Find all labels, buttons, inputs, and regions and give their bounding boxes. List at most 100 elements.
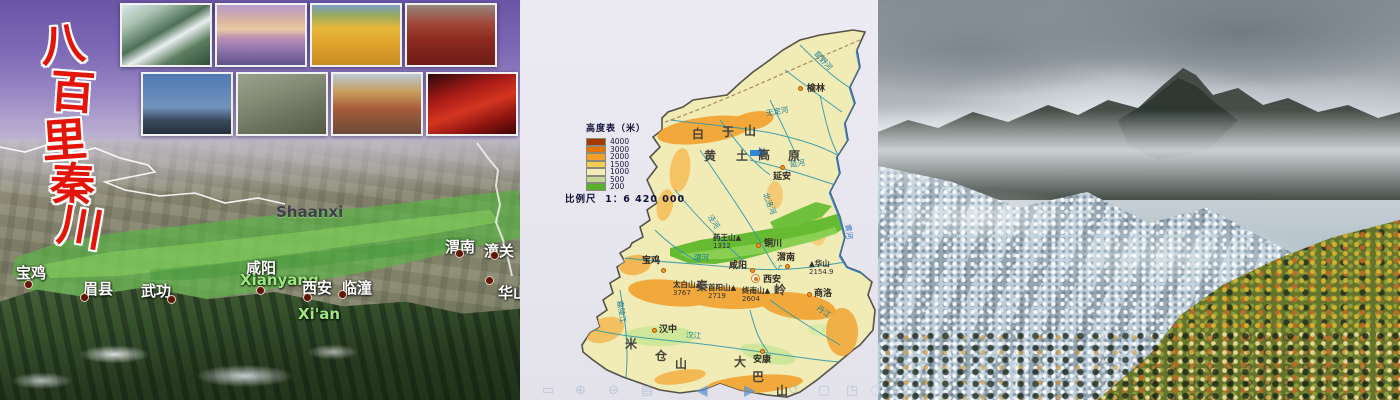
fullscreen-icon[interactable]: ◳ xyxy=(846,383,859,398)
peak-label-zhongnanshan: 终南山▲ 2604 xyxy=(742,286,771,304)
range-dabashan: 山 xyxy=(776,384,789,398)
city-dot-meixian xyxy=(80,293,89,302)
city-dot-xian xyxy=(303,293,312,302)
document-icon[interactable]: ▢ xyxy=(818,383,831,398)
range-loess-plateau: 原 xyxy=(788,149,801,163)
next-arrow-icon[interactable]: ▶ xyxy=(744,381,756,399)
city-dot-xianyang xyxy=(256,286,265,295)
legend-value: 3000 xyxy=(610,144,630,154)
range-baiyushan: 白 xyxy=(692,127,705,141)
legend-title: 高度表（米） xyxy=(586,124,647,134)
map-label-shangluo: 商洛 xyxy=(814,289,833,299)
range-micangshan: 山 xyxy=(675,357,688,371)
river-label-yanhe: 延河 xyxy=(789,158,806,170)
rotate-icon[interactable]: ↺ xyxy=(788,383,799,398)
legend-swatch xyxy=(586,175,606,183)
map-dot-shangluo xyxy=(807,292,812,297)
city-label-lintong: 临潼 xyxy=(342,279,373,297)
legend-swatch xyxy=(586,153,606,161)
legend-value: 1500 xyxy=(610,159,630,169)
range-micangshan: 米 xyxy=(625,337,638,351)
map-label-xian: 西安 xyxy=(763,275,782,285)
fog-band xyxy=(878,110,1400,200)
satellite-relief-panel: 八 百 里 秦 川 Shaanxi 宝鸡 眉县 武功 咸阳 Xianyang 西… xyxy=(0,0,520,400)
thumbnail-mount-hua xyxy=(120,3,212,67)
elevation-map-panel: 高度表（米） 4000 3000 2000 1500 1000 500 200 … xyxy=(520,0,878,400)
city-label-meixian: 眉县 xyxy=(83,280,114,298)
river-label-hanjiang: 汉江 xyxy=(685,330,702,341)
scale-label: 比例尺 xyxy=(565,194,597,205)
peak-label-huashan: ▲华山 2154.9 xyxy=(809,259,834,277)
map-dot-ankang xyxy=(760,349,765,354)
elevation-legend: 高度表（米） 4000 3000 2000 1500 1000 500 200 xyxy=(586,121,646,191)
calligraphy-char: 八 xyxy=(37,15,88,74)
great-wall-dashed-line xyxy=(664,39,861,123)
map-label-ankang: 安康 xyxy=(753,355,772,365)
range-dabashan: 大 xyxy=(734,355,747,369)
city-label-xianyang: 咸阳 xyxy=(246,259,277,277)
zoom-in-icon[interactable]: ⊕ xyxy=(575,383,586,398)
map-label-weinan: 渭南 xyxy=(777,253,796,263)
province-boundary-line xyxy=(0,143,286,205)
legend-swatch xyxy=(586,138,606,146)
city-label-xian: 西安 xyxy=(302,279,333,297)
calligraphy-char: 川 xyxy=(53,197,108,258)
city-label-tongguan: 潼关 xyxy=(484,242,515,260)
peak-label-taibaishan: 太白山▲ 3767 xyxy=(673,280,702,298)
region-label-shaanxi: Shaanxi xyxy=(276,203,344,221)
city-label-xianyang-pinyin: Xianyang xyxy=(240,271,319,289)
map-label-xianyang: 咸阳 xyxy=(729,261,748,271)
flow-direction-arrow xyxy=(750,147,767,159)
city-dot-tongguan xyxy=(490,251,499,260)
range-loess-plateau: 黄 xyxy=(704,149,717,163)
pages-icon[interactable]: ▤ xyxy=(641,383,654,398)
range-dabashan: 巴 xyxy=(752,370,765,384)
thumbnail-terracotta xyxy=(236,72,328,136)
peak-label-shouyangshan: 首阳山▲ 2719 xyxy=(708,283,737,301)
legend-value: 500 xyxy=(610,174,625,184)
map-label-yanan: 延安 xyxy=(773,172,792,182)
legend-value: 1000 xyxy=(610,167,630,176)
city-dot-wugong xyxy=(167,295,176,304)
zoom-out-icon[interactable]: ⊖ xyxy=(608,383,619,398)
city-dot-lintong xyxy=(338,290,347,299)
legend-value: 2000 xyxy=(610,152,630,161)
map-dot-tongchuan xyxy=(756,243,761,248)
loading-icon[interactable]: ◌ xyxy=(870,383,878,398)
viewer-toolbar: ▭ ⊕ ⊖ ▤ ◀ ▶ ↺ ▢ ◳ ◌ xyxy=(520,381,878,400)
river-label-huanghe: 黄河 xyxy=(843,223,855,240)
map-label-baoji: 宝鸡 xyxy=(642,256,661,266)
map-dot-weinan xyxy=(785,264,790,269)
horizon-haze xyxy=(0,140,520,195)
map-dot-baoji xyxy=(661,268,666,273)
city-label-wugong: 武功 xyxy=(141,282,172,300)
thumbnail-parade xyxy=(331,72,423,136)
map-dot-yulin xyxy=(798,86,803,91)
legend-value: 4000 xyxy=(610,137,630,146)
map-dot-hanzhong xyxy=(652,328,657,333)
city-dot-baoji xyxy=(24,280,33,289)
range-qinling: 岭 xyxy=(774,283,787,297)
calligraphy-char: 百 xyxy=(48,64,97,121)
map-label-tongchuan: 铜川 xyxy=(764,239,783,249)
legend-swatch xyxy=(586,183,606,191)
guanzhong-plain-overlay xyxy=(0,142,520,306)
thumbnail-wheat-field xyxy=(310,3,402,67)
city-label-baoji: 宝鸡 xyxy=(16,264,47,282)
legend-value: 200 xyxy=(610,182,625,191)
thumbnail-red-peppers xyxy=(405,3,497,67)
shaanxi-province-map xyxy=(581,29,876,398)
crop-icon[interactable]: ▭ xyxy=(542,383,555,398)
city-label-huashan: 华山 xyxy=(498,284,520,302)
range-loess-plateau: 土 xyxy=(736,149,749,163)
qinling-snow-photo-panel xyxy=(878,0,1400,400)
range-baiyushan: 山 xyxy=(744,124,757,138)
range-qinling: 秦 xyxy=(696,279,709,293)
range-micangshan: 仓 xyxy=(655,349,668,363)
yellow-river-line xyxy=(476,142,513,277)
range-baiyushan: 于 xyxy=(722,125,735,139)
foreground-trees xyxy=(878,330,1400,400)
prev-arrow-icon[interactable]: ◀ xyxy=(696,381,708,399)
thumbnail-opera xyxy=(426,72,518,136)
river-label-weihe: 渭河 xyxy=(693,252,710,263)
